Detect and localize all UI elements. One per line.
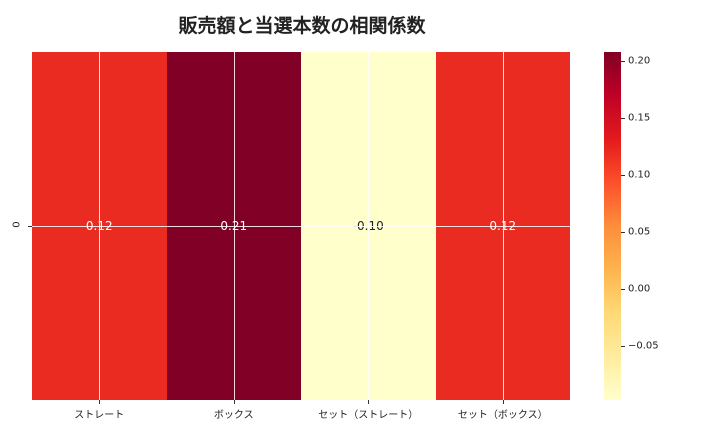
colorbar-tick [621,175,625,176]
x-tick-label: ボックス [167,400,302,421]
y-tick [28,226,32,227]
x-axis: ストレート ボックス セット（ストレート） セット（ボックス） [32,400,570,421]
chart-title: 販売額と当選本数の相関係数 [178,15,426,37]
y-tick-label: 0 [11,221,23,228]
colorbar-tick-label: 0.10 [628,169,651,181]
x-tick-label: ストレート [32,400,167,421]
colorbar-tick-label: −0.05 [628,340,659,352]
colorbar-tick [621,346,625,347]
colorbar-tick [621,118,625,119]
colorbar-tick-label: 0.15 [628,112,651,124]
colorbar-tick [621,61,625,62]
colorbar-tick [621,289,625,290]
colorbar-tick [621,232,625,233]
x-tick-label: セット（ボックス） [436,400,571,421]
colorbar [604,52,621,400]
grid-line [32,226,570,227]
colorbar-tick-label: 0.05 [628,226,651,238]
colorbar-tick-label: 0.20 [628,55,651,67]
colorbar-tick-label: 0.00 [628,283,651,295]
x-tick-label: セット（ストレート） [301,400,436,421]
